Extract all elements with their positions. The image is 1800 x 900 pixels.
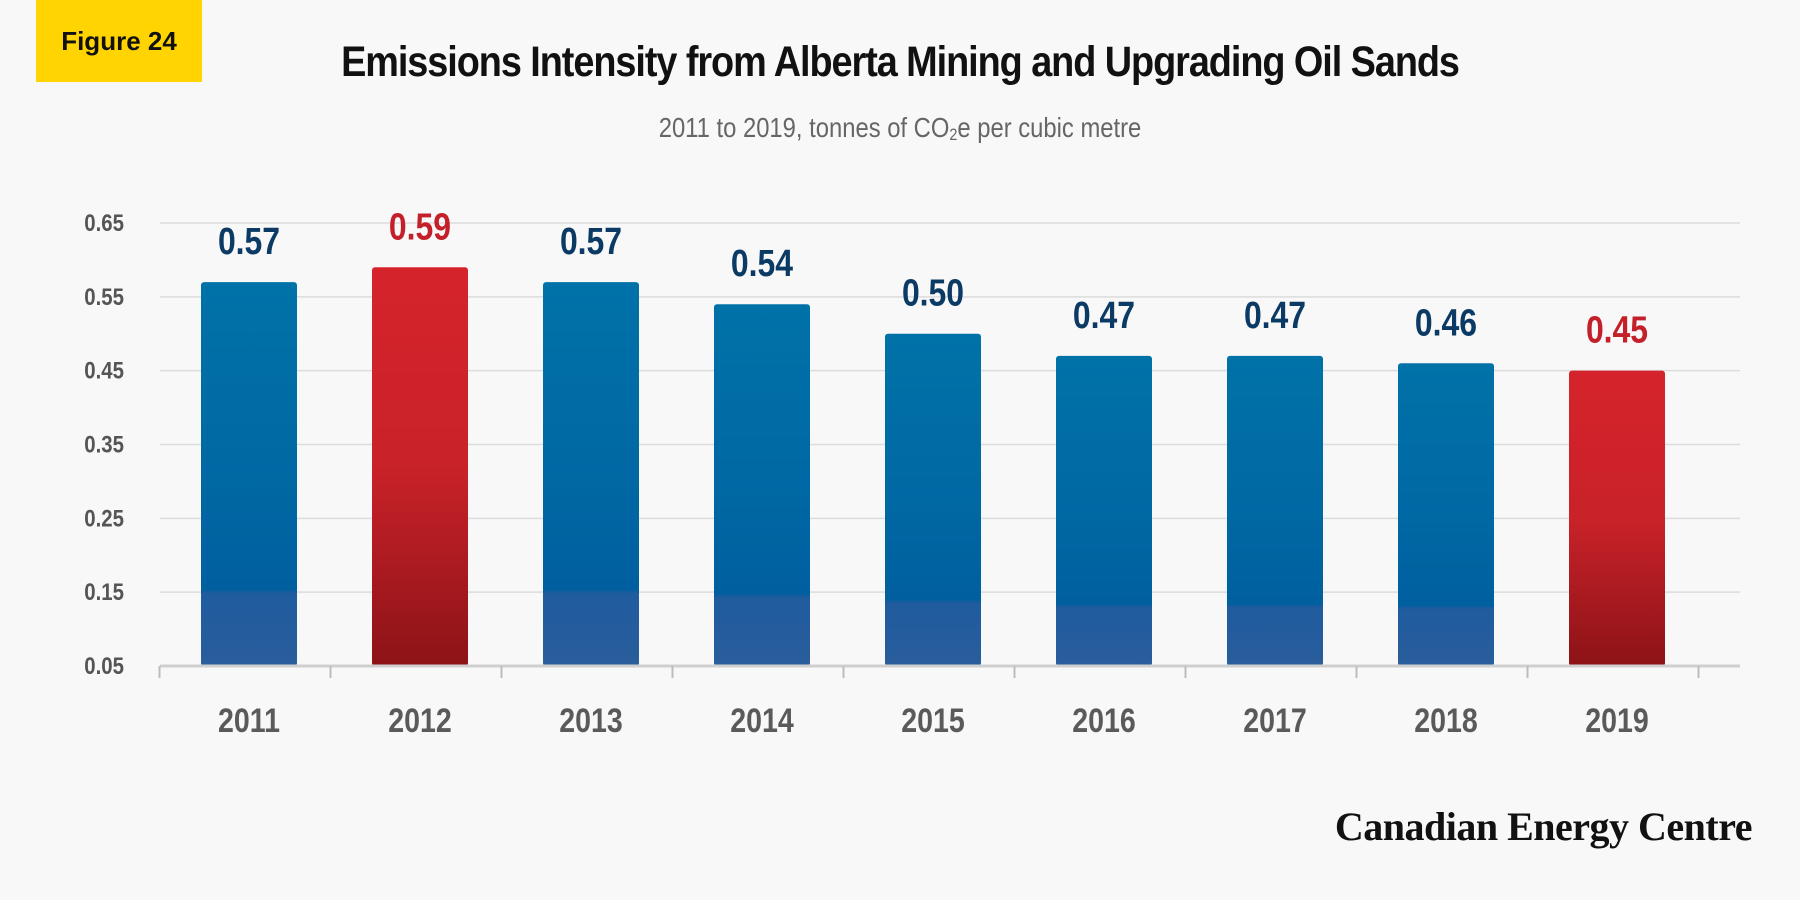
brand-logo: Canadian Energy Centre — [1334, 804, 1753, 849]
value-label-2012: 0.59 — [389, 206, 451, 248]
x-tick-label-2018: 2018 — [1414, 702, 1478, 740]
value-label-2014: 0.54 — [731, 243, 794, 285]
x-tick-label-2017: 2017 — [1243, 702, 1307, 740]
x-tick-label-2011: 2011 — [218, 702, 280, 740]
value-label-2011: 0.57 — [218, 220, 280, 262]
bar-2014 — [714, 304, 810, 666]
bar-2013 — [543, 282, 639, 666]
subtitle-prefix: 2011 to 2019, tonnes of CO — [658, 112, 950, 143]
bar-2019 — [1569, 370, 1665, 666]
chart-subtitle: 2011 to 2019, tonnes of CO2e per cubic m… — [135, 112, 1665, 145]
x-tick-label-2016: 2016 — [1072, 702, 1136, 740]
figure-badge-label: Figure 24 — [61, 25, 177, 56]
y-tick-label: 0.65 — [84, 209, 124, 236]
bar-2011 — [201, 282, 297, 666]
value-label-2015: 0.50 — [902, 272, 964, 314]
subtitle-suffix: e per cubic metre — [957, 112, 1142, 143]
x-tick-label-2012: 2012 — [388, 702, 452, 740]
value-label-2016: 0.47 — [1073, 294, 1135, 336]
bar-2018 — [1398, 363, 1494, 666]
y-tick-label: 0.55 — [84, 283, 124, 310]
bar-2016 — [1056, 355, 1152, 666]
y-axis-ticks: 0.05 0.15 0.25 0.35 0.45 0.55 0.65 — [84, 209, 124, 679]
x-tick-label-2013: 2013 — [559, 702, 623, 740]
y-tick-label: 0.15 — [84, 579, 124, 606]
x-axis — [158, 664, 1740, 678]
x-axis-ticks: 2011 2012 2013 2014 2015 2016 2017 2018 2019 — [218, 702, 1649, 740]
bars — [201, 267, 1665, 666]
value-label-2018: 0.46 — [1415, 302, 1477, 344]
y-tick-label: 0.45 — [84, 357, 124, 384]
y-tick-label: 0.35 — [84, 431, 124, 458]
value-label-2019: 0.45 — [1586, 309, 1648, 351]
bar-2015 — [885, 333, 981, 666]
figure-badge: Figure 24 — [36, 0, 202, 82]
bar-2012 — [372, 267, 468, 666]
x-tick-label-2015: 2015 — [901, 702, 965, 740]
subtitle-subscript: 2 — [949, 125, 958, 144]
bar-2017 — [1227, 355, 1323, 666]
x-tick-label-2014: 2014 — [730, 702, 794, 740]
x-tick-label-2019: 2019 — [1585, 702, 1649, 740]
value-labels: 0.57 0.59 0.57 0.54 0.50 0.47 0.47 0.46 0.45 — [218, 206, 1648, 352]
y-tick-label: 0.25 — [84, 505, 124, 532]
y-tick-label: 0.05 — [84, 652, 124, 679]
value-label-2013: 0.57 — [560, 220, 622, 262]
value-label-2017: 0.47 — [1244, 294, 1306, 336]
chart-title: Emissions Intensity from Alberta Mining … — [341, 38, 1460, 86]
